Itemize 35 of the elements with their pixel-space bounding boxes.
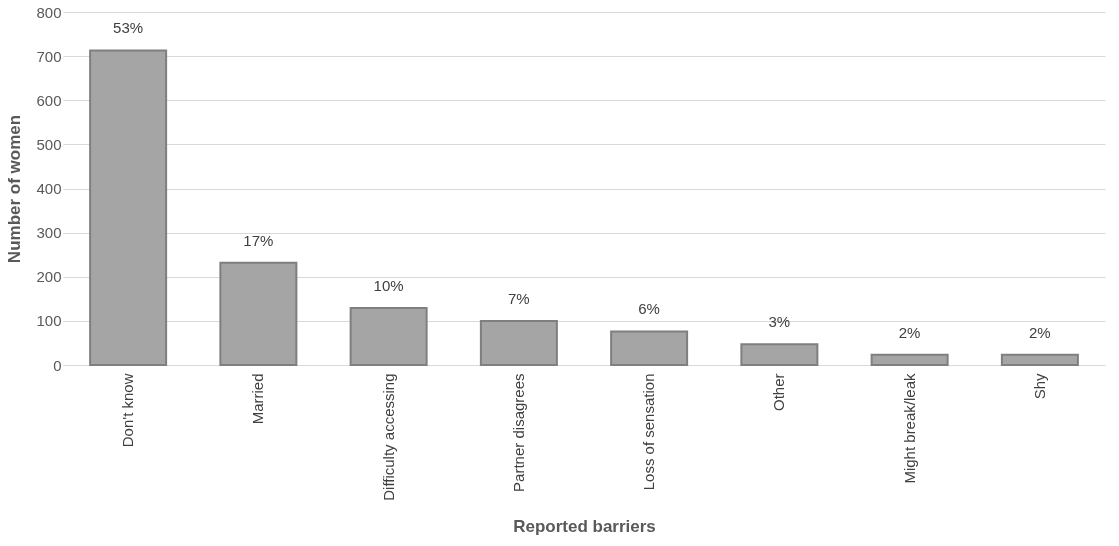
y-tick-label: 400 bbox=[36, 180, 62, 197]
y-tick-label: 0 bbox=[53, 356, 62, 374]
x-tick-label: Don't know bbox=[119, 373, 137, 448]
annotation: 10% bbox=[373, 277, 404, 295]
bar bbox=[89, 49, 168, 366]
annotation: 3% bbox=[768, 313, 791, 331]
y-tick-label: 500 bbox=[36, 135, 62, 153]
y-tick-label: 600 bbox=[36, 91, 62, 109]
annotation: 53% bbox=[113, 19, 144, 37]
x-tick-label: Might break/leak bbox=[900, 373, 918, 484]
bar bbox=[610, 330, 689, 366]
x-tick-label: Difficulty accessing bbox=[379, 373, 397, 501]
bar bbox=[870, 353, 949, 366]
annotation: 6% bbox=[638, 300, 660, 318]
bar bbox=[740, 343, 819, 366]
x-tick-label: Shy bbox=[1030, 373, 1048, 400]
annotation: 2% bbox=[898, 323, 921, 341]
annotation: 17% bbox=[243, 231, 274, 249]
y-tick-label: 800 bbox=[36, 3, 62, 21]
x-tick-label: Loss of sensation bbox=[640, 373, 658, 491]
bar bbox=[349, 307, 428, 366]
x-tick-label: Other bbox=[770, 373, 788, 412]
annotation: 2% bbox=[1029, 323, 1051, 341]
y-tick-label: 100 bbox=[36, 312, 62, 330]
y-tick-label: 200 bbox=[36, 268, 62, 286]
y-tick-label: 300 bbox=[36, 224, 62, 242]
x-tick-label: Partner disagrees bbox=[509, 373, 527, 492]
y-axis-title: Number of women bbox=[5, 114, 25, 264]
y-tick-label: 700 bbox=[36, 47, 62, 65]
bar bbox=[479, 319, 558, 366]
bar bbox=[1000, 353, 1079, 366]
x-tick-label: Married bbox=[249, 373, 267, 425]
annotation: 7% bbox=[508, 289, 530, 307]
x-axis-title: Reported barriers bbox=[513, 516, 656, 536]
bar bbox=[219, 261, 298, 366]
